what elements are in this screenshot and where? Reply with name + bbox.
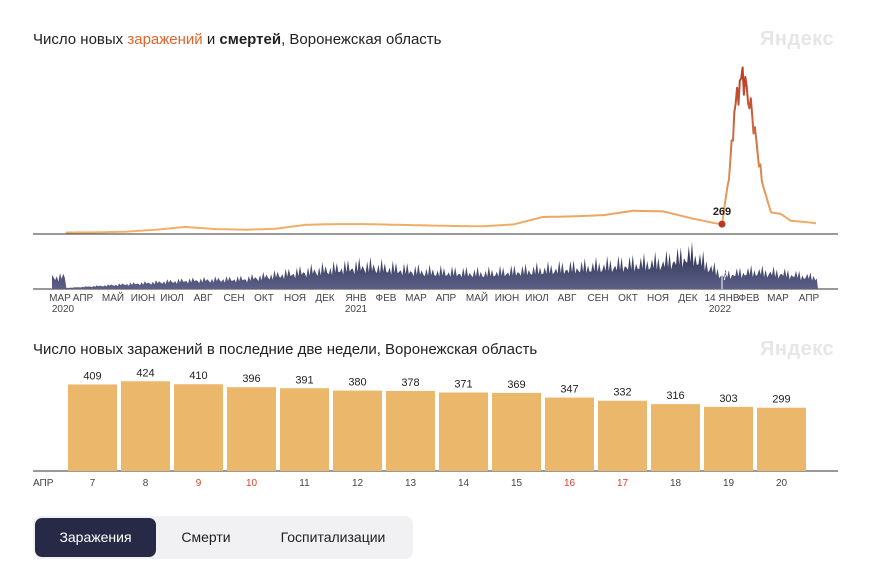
bar (704, 406, 753, 471)
bar-category-label: 13 (405, 478, 417, 489)
x-tick-label: АПР (436, 293, 457, 304)
bar (174, 384, 223, 471)
x-tick-label: 14 ЯНВ (704, 293, 739, 304)
yandex-logo: Яндекс (760, 28, 835, 50)
bar-category-label: 11 (299, 478, 310, 489)
x-tick-label: ЯНВ (345, 293, 366, 304)
bar (598, 400, 647, 471)
deaths-value-label: 7 (722, 271, 728, 283)
bar (439, 392, 488, 471)
bar-category-label: 16 (564, 478, 576, 489)
bar (757, 407, 806, 471)
x-tick-label: ОКТ (618, 293, 638, 304)
bar (492, 392, 541, 471)
x-tick-label: ДЕК (678, 293, 697, 304)
bar-value-label: 316 (666, 390, 684, 402)
infections-value-label: 269 (713, 206, 731, 218)
year-label: 2021 (345, 304, 368, 315)
bar-value-label: 299 (772, 394, 790, 406)
bar-category-label: 8 (143, 478, 149, 489)
x-tick-label: МАЙ (466, 291, 488, 304)
bar (227, 387, 276, 471)
bar-chart: 409 7 424 8 410 9 396 10 391 11 380 12 378 13 371 14 369… (33, 367, 838, 489)
bar-category-label: 18 (670, 478, 682, 489)
x-tick-label: МАР (405, 293, 427, 304)
x-tick-label: ИЮЛ (160, 293, 183, 304)
x-tick-label: ИЮН (495, 293, 520, 304)
x-tick-label: АВГ (194, 293, 213, 304)
chart-title: Число новых заражений и смертей, Воронеж… (33, 31, 442, 48)
x-tick-label: ДЕК (315, 293, 334, 304)
deaths-series-area (52, 241, 818, 289)
bar-value-label: 410 (189, 370, 207, 382)
x-tick-label: АПР (73, 293, 94, 304)
bar-category-label: 19 (723, 478, 735, 489)
bar-category-label: 7 (90, 478, 96, 489)
x-tick-label: МАЙ (102, 291, 124, 304)
bar-category-label: 14 (458, 478, 470, 489)
bar-value-label: 369 (507, 379, 525, 391)
bar-value-label: 380 (348, 377, 366, 389)
x-tick-label: МАР (49, 293, 71, 304)
year-label: 2020 (52, 304, 75, 315)
tab-infections[interactable]: Заражения (35, 518, 156, 557)
bar (545, 397, 594, 471)
bar-value-label: 347 (560, 384, 578, 396)
bar-category-label: 10 (246, 478, 258, 489)
bar (333, 390, 382, 471)
metric-tabs: Заражения Смерти Госпитализации (33, 516, 413, 559)
infections-current-marker (718, 220, 726, 228)
title-infections-highlight: заражений (127, 31, 203, 48)
x-tick-label: ИЮЛ (525, 293, 548, 304)
bar-value-label: 332 (613, 387, 631, 399)
bar-value-label: 391 (295, 374, 313, 386)
bar-chart-title: Число новых заражений в последние две не… (33, 341, 538, 358)
x-tick-label: ФЕВ (376, 293, 397, 304)
month-label: АПР (33, 478, 54, 489)
x-tick-label: ОКТ (254, 293, 274, 304)
bar (386, 391, 435, 471)
bar-category-label: 17 (617, 478, 629, 489)
bar (280, 388, 329, 471)
bar (651, 404, 700, 471)
infections-series-line (65, 66, 817, 234)
bar-category-label: 20 (776, 478, 788, 489)
bar (121, 381, 170, 471)
x-tick-label: ИЮН (131, 293, 156, 304)
bar-value-label: 409 (83, 370, 101, 382)
tab-deaths[interactable]: Смерти (181, 529, 231, 545)
bar-category-label: 12 (352, 478, 364, 489)
bar-category-label: 15 (511, 478, 523, 489)
bar-value-label: 396 (242, 373, 260, 385)
x-tick-label: НОЯ (647, 293, 669, 304)
x-tick-label: СЕН (223, 293, 244, 304)
bar-category-label: 9 (196, 478, 202, 489)
x-tick-label: АВГ (558, 293, 577, 304)
yandex-logo: Яндекс (760, 338, 835, 360)
bar-value-label: 303 (719, 393, 737, 405)
tab-hospitalizations[interactable]: Госпитализации (280, 529, 386, 545)
x-tick-label: ФЕВ (739, 293, 760, 304)
bar-value-label: 424 (136, 367, 154, 379)
title-deaths-highlight: смертей (219, 31, 282, 48)
x-tick-label: НОЯ (284, 293, 306, 304)
x-tick-label: МАР (767, 293, 789, 304)
x-tick-label: АПР (799, 293, 820, 304)
bar (68, 384, 117, 471)
year-label: 2022 (709, 304, 732, 315)
bar-value-label: 378 (401, 377, 419, 389)
x-tick-label: СЕН (587, 293, 608, 304)
bar-value-label: 371 (454, 378, 472, 390)
